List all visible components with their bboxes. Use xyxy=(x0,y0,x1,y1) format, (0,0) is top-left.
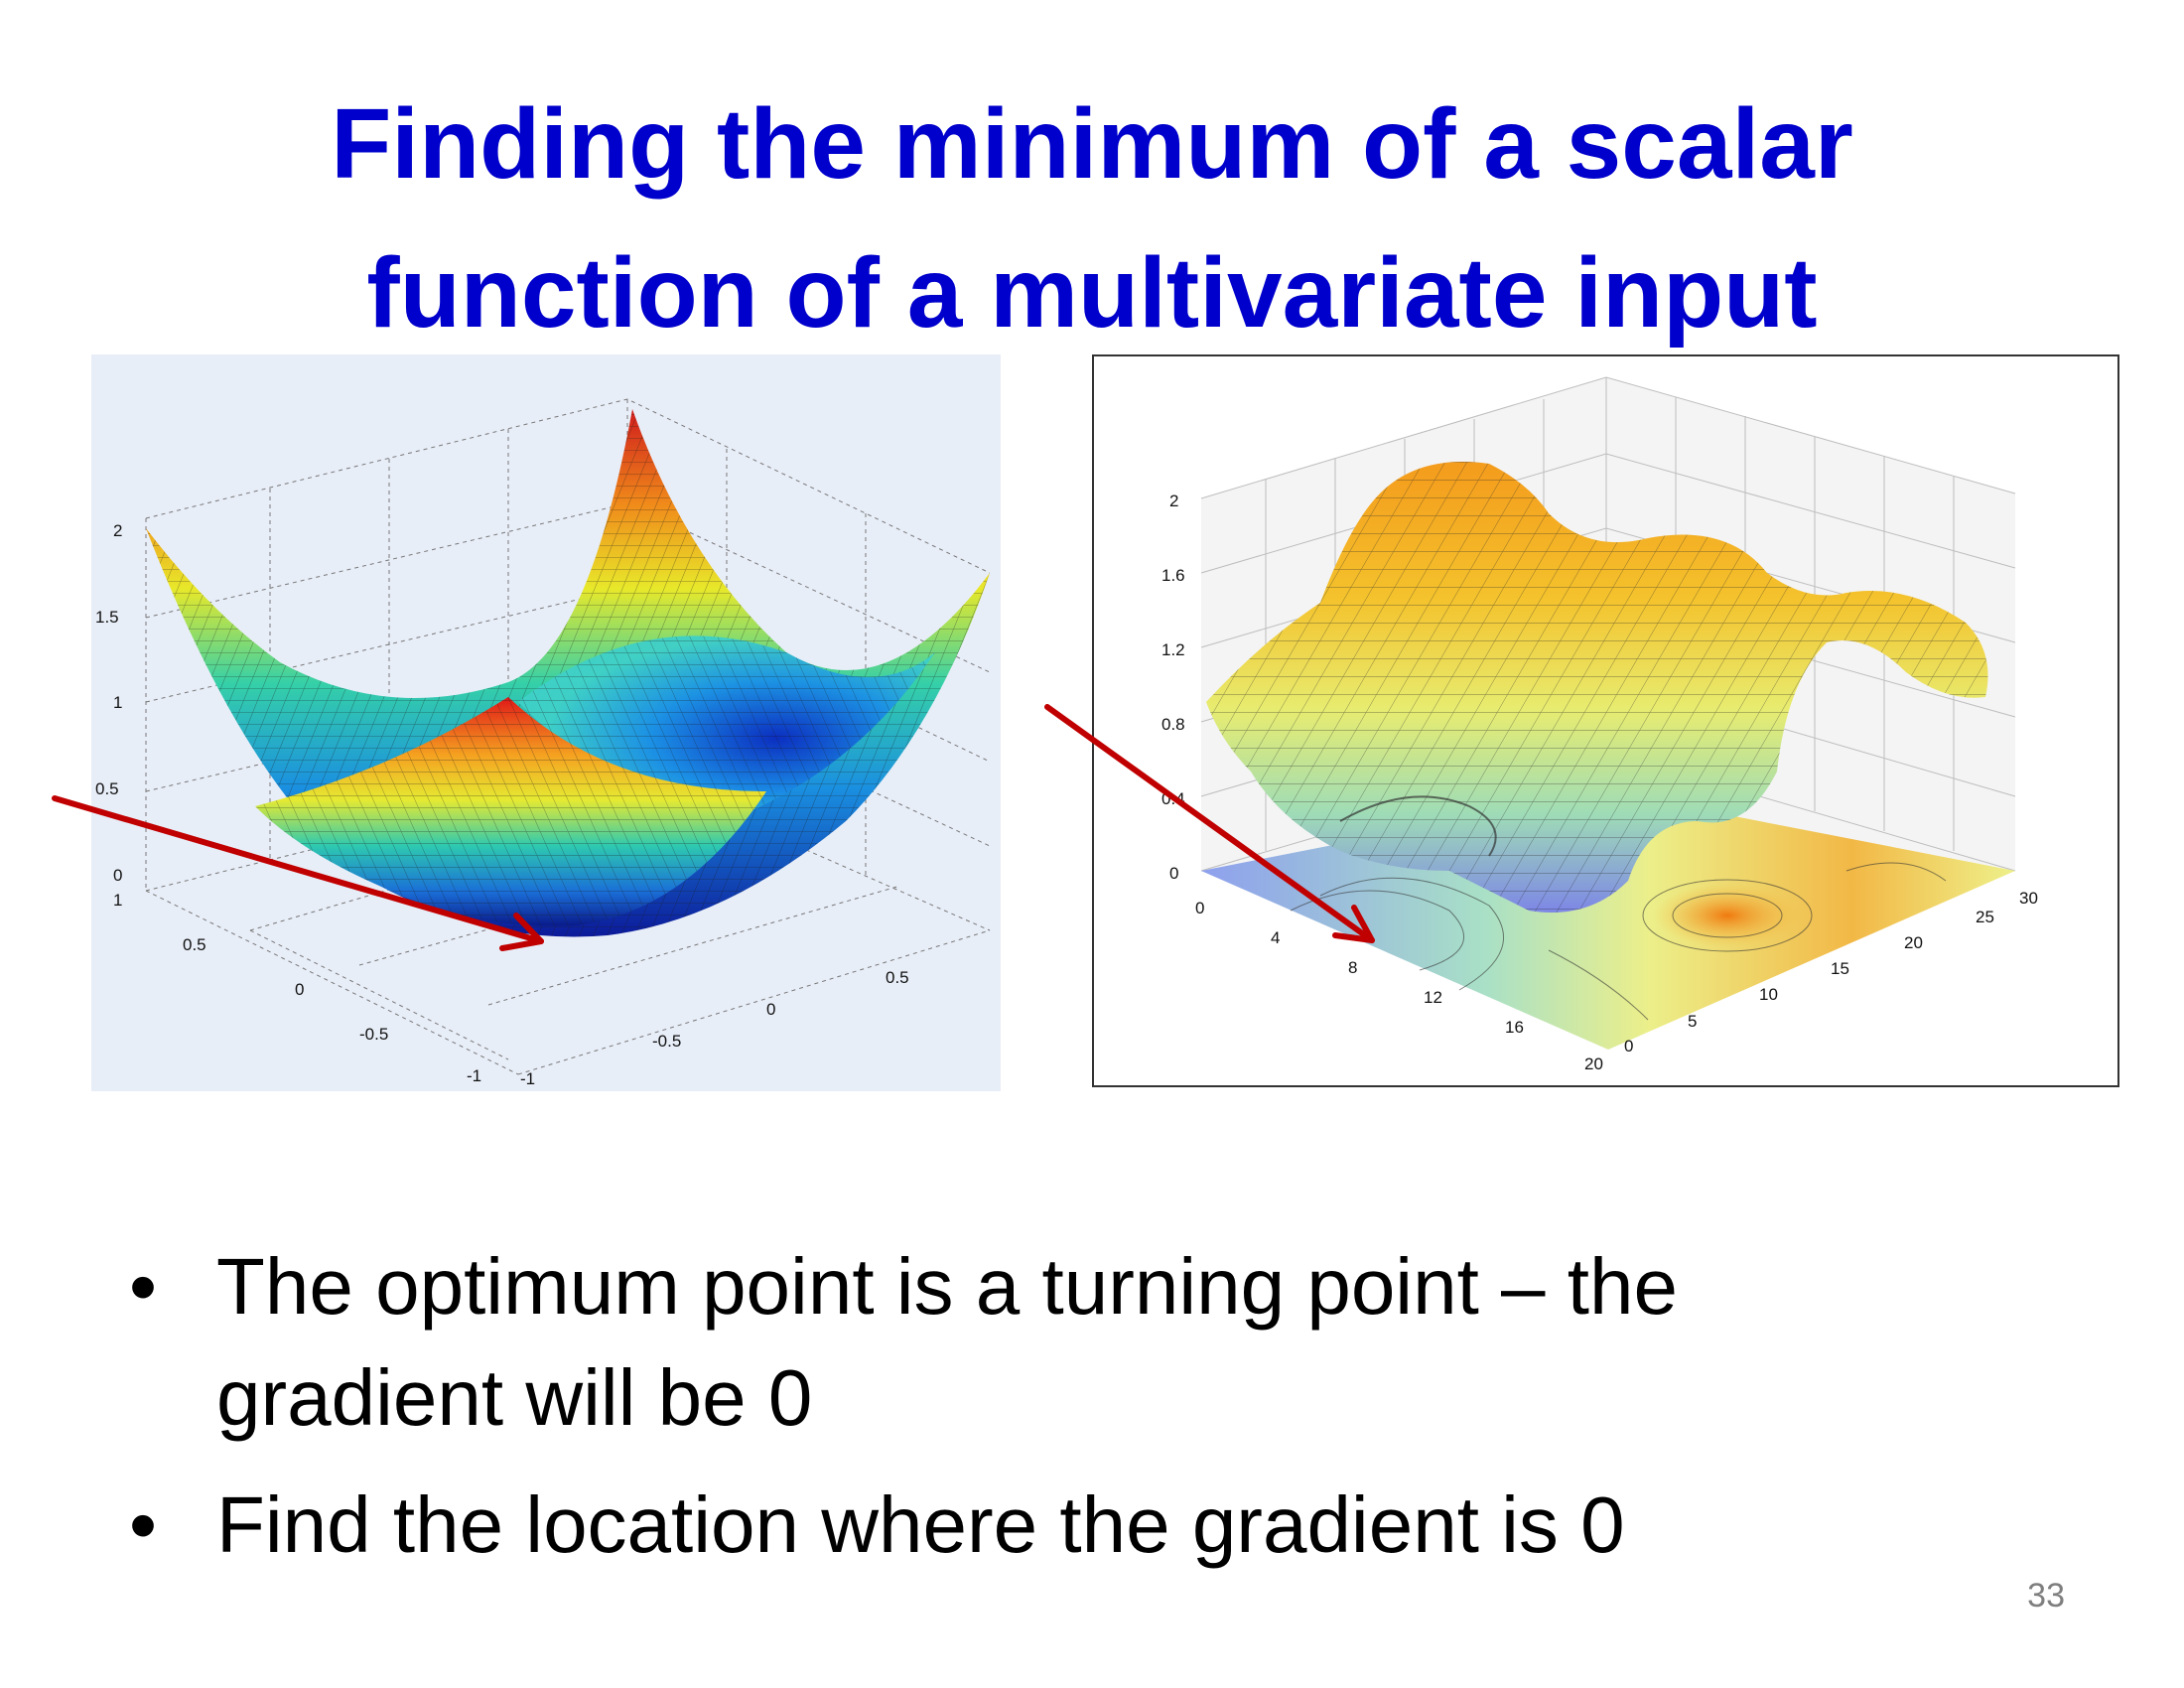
y-tick-label: 5 xyxy=(1688,1012,1697,1031)
right-arrow-line xyxy=(1044,704,1375,943)
x-tick-label: 8 xyxy=(1348,958,1357,977)
y-tick-label: 0.5 xyxy=(183,935,206,954)
left-plot-figure: 2 1.5 1 0.5 0 1 0.5 0 -0.5 -1 -1 -0.5 0 … xyxy=(91,354,1001,1091)
y-tick-label: 1 xyxy=(113,891,122,910)
y-tick-label: 0 xyxy=(1624,1037,1633,1055)
left-arrow-line xyxy=(52,795,544,944)
x-tick-label: 0 xyxy=(1195,899,1204,917)
z-tick-label: 2 xyxy=(1169,492,1178,510)
bullet-dot: • xyxy=(129,1242,158,1331)
y-tick-label: 10 xyxy=(1759,985,1778,1004)
bullet-list: • The optimum point is a turning point –… xyxy=(129,1231,2015,1597)
right-arrow-head xyxy=(1332,905,1375,943)
bullet-text-line: The optimum point is a turning point – t… xyxy=(216,1242,1678,1331)
title-line-2: function of a multivariate input xyxy=(366,237,1818,349)
right-plot-svg: 2 1.6 1.2 0.8 0.4 0 0 4 8 12 16 20 0 5 1… xyxy=(1092,354,2119,1087)
right-plot-figure: 2 1.6 1.2 0.8 0.4 0 0 4 8 12 16 20 0 5 1… xyxy=(1092,354,2119,1087)
page-number: 33 xyxy=(2027,1577,2065,1615)
x-tick-label: 20 xyxy=(1584,1055,1603,1073)
y-tick-label: 25 xyxy=(1976,908,1994,926)
bullet-item: • The optimum point is a turning point –… xyxy=(129,1231,2015,1454)
x-tick-label: 0 xyxy=(766,1000,775,1019)
bullet-text-line: Find the location where the gradient is … xyxy=(216,1480,1625,1569)
z-tick-label: 0.8 xyxy=(1161,715,1185,734)
y-tick-label: 20 xyxy=(1904,933,1923,952)
x-tick-label: 16 xyxy=(1505,1018,1524,1037)
y-tick-label: -0.5 xyxy=(359,1025,388,1044)
slide-title: Finding the minimum of a scalar function… xyxy=(0,70,2184,367)
y-tick-label: 15 xyxy=(1831,959,1849,978)
bullet-text-line: gradient will be 0 xyxy=(216,1353,813,1442)
bullet-dot: • xyxy=(129,1480,158,1569)
x-tick-label: -1 xyxy=(520,1069,535,1088)
z-tick-label: 1.5 xyxy=(95,608,119,627)
z-tick-label: 0.5 xyxy=(95,779,119,798)
z-tick-label: 0 xyxy=(113,866,122,885)
z-tick-label: 2 xyxy=(113,521,122,540)
z-tick-label: 0 xyxy=(1169,864,1178,883)
z-tick-label: 1.6 xyxy=(1161,566,1185,585)
left-arrow-head xyxy=(499,913,544,951)
x-tick-label: 12 xyxy=(1424,988,1442,1007)
bullet-item: • Find the location where the gradient i… xyxy=(129,1470,2015,1581)
y-tick-label: 30 xyxy=(2019,889,2038,908)
z-tick-label: 1 xyxy=(113,693,122,712)
left-plot-svg: 2 1.5 1 0.5 0 1 0.5 0 -0.5 -1 -1 -0.5 0 … xyxy=(91,354,1001,1091)
contour-lines xyxy=(1290,862,1947,1021)
y-tick-label: 0 xyxy=(295,980,304,999)
title-line-1: Finding the minimum of a scalar xyxy=(331,88,1853,200)
y-tick-label: -1 xyxy=(467,1066,481,1085)
z-tick-label: 1.2 xyxy=(1161,640,1185,659)
x-tick-label: -0.5 xyxy=(652,1032,681,1051)
x-tick-label: 4 xyxy=(1271,928,1280,947)
x-tick-label: 0.5 xyxy=(886,968,909,987)
